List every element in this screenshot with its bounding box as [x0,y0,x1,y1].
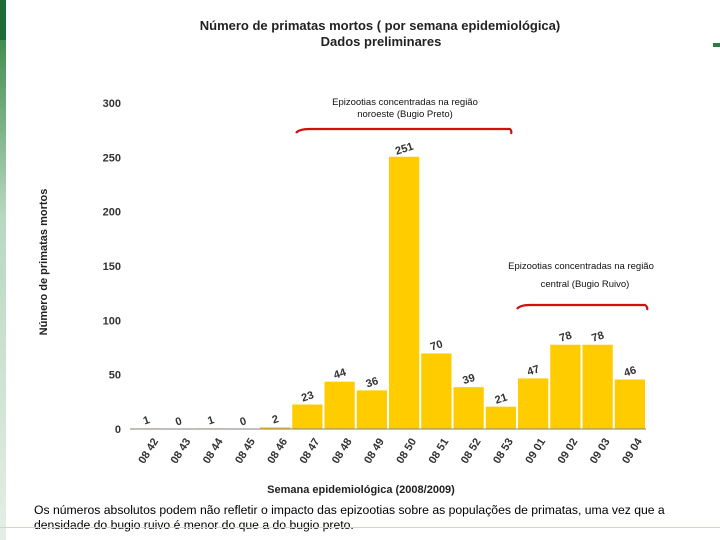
y-axis-label: Número de primatas mortos [38,189,50,336]
data-label: 78 [590,330,605,345]
annotation-2-line-1: Epizootias concentradas na região [508,261,654,272]
data-label: 1 [206,414,216,427]
data-label: 44 [332,366,348,381]
x-tick-label: 08 42 [136,436,161,466]
bar [420,352,453,430]
x-tick-label: 09 03 [588,436,613,466]
data-label: 1 [142,414,152,427]
x-tick-label: 08 44 [201,436,226,466]
x-tick-label: 08 43 [169,436,194,466]
x-tick-label: 08 52 [459,436,484,466]
left-strip-top [0,0,6,40]
y-tick-label: 0 [115,424,121,436]
x-tick-label: 08 49 [362,436,387,466]
x-tick-label: 08 47 [298,436,323,466]
annotation-1-line-1: Epizootias concentradas na região [332,97,478,108]
y-tick-label: 300 [103,98,121,110]
x-tick-label: 08 50 [394,436,419,466]
bar [388,155,421,430]
x-tick-label: 08 51 [427,436,452,466]
data-label: 39 [461,372,476,387]
annotation-bracket-1 [295,127,513,135]
data-label: 36 [365,375,380,390]
bar [355,389,388,430]
bar [613,378,646,430]
bar [323,380,356,430]
data-label: 0 [174,415,184,428]
corner-mark [713,43,720,47]
y-tick-label: 250 [103,152,121,164]
x-tick-label: 08 53 [491,436,516,466]
y-tick-label: 100 [103,315,121,327]
bar [452,386,485,430]
data-label: 78 [558,330,573,345]
data-label: 46 [623,364,638,379]
y-tick-label: 50 [109,370,121,382]
footer-note: Os números absolutos podem não refletir … [34,503,665,532]
y-tick-label: 200 [103,207,121,219]
left-decorative-strip [0,0,6,540]
bar [549,343,582,430]
annotation-bracket-2 [516,303,649,311]
bar [581,343,614,430]
x-tick-label: 09 02 [556,436,581,466]
chart-subtitle: Dados preliminares [321,34,442,49]
x-tick-label: 09 01 [523,436,548,466]
data-label: 2 [271,413,281,426]
bottom-divider [0,527,720,528]
y-tick-label: 150 [103,261,121,273]
x-tick-label: 08 45 [233,436,258,466]
x-axis-label: Semana epidemiológica (2008/2009) [267,484,455,496]
x-tick-label: 09 04 [620,436,645,466]
annotation-2-line-2: central (Bugio Ruivo) [541,279,630,290]
data-label: 47 [526,363,541,378]
data-label: 23 [300,389,315,404]
data-label: 251 [394,141,415,158]
bar [517,377,550,430]
x-tick-label: 08 46 [265,436,290,466]
chart-title: Número de primatas mortos ( por semana e… [200,18,560,33]
data-label: 70 [429,338,444,353]
data-label: 21 [494,392,509,407]
bar [291,403,324,430]
annotation-1-line-2: noroeste (Bugio Preto) [357,109,453,120]
data-label: 0 [238,415,248,428]
x-tick-label: 08 48 [330,436,355,466]
bar [484,405,517,430]
